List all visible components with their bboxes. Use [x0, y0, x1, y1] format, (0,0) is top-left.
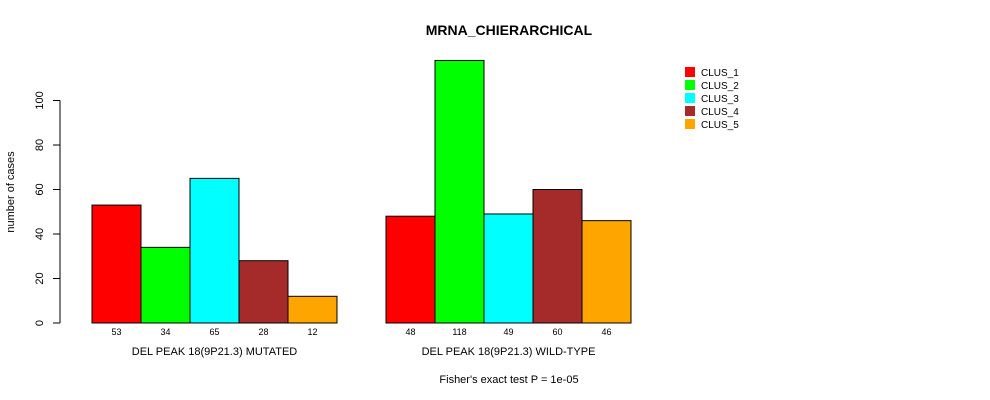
fisher-test-footnote: Fisher's exact test P = 1e-05: [439, 374, 578, 386]
y-axis: 0 20 40 60 80 100: [34, 91, 61, 326]
legend: CLUS_1 CLUS_2 CLUS_3 CLUS_4 CLUS_5: [685, 67, 739, 131]
y-tick-label: 0: [34, 320, 46, 326]
chart-title: MRNA_CHIERARCHICAL: [426, 22, 593, 38]
count-label: 118: [452, 327, 466, 337]
legend-label: CLUS_4: [701, 107, 739, 118]
legend-swatch: [685, 93, 695, 103]
bar-clus-2-group-2: [434, 59, 485, 324]
group-label-2: DEL PEAK 18(9P21.3) WILD-TYPE: [422, 346, 596, 358]
legend-swatch: [685, 106, 695, 116]
bar-clus-5-group-2: [581, 220, 632, 324]
bar-clus-1-group-2: [385, 215, 436, 324]
legend-label: CLUS_5: [701, 120, 739, 131]
legend-swatch: [685, 119, 695, 129]
count-label: 49: [503, 327, 513, 337]
y-tick-label: 80: [34, 139, 46, 151]
bar-clus-2-group-1: [140, 246, 191, 324]
count-label: 34: [160, 327, 170, 337]
group-labels: DEL PEAK 18(9P21.3) MUTATED DEL PEAK 18(9…: [132, 346, 596, 358]
bar-clus-5-group-1: [287, 295, 338, 324]
bar-clus-1-group-1: [91, 204, 142, 324]
y-tick-label: 60: [34, 183, 46, 195]
bar-clus-4-group-1: [238, 260, 289, 324]
count-label: 60: [552, 327, 562, 337]
count-label: 46: [601, 327, 611, 337]
y-tick-label: 20: [34, 272, 46, 284]
y-axis-label: number of cases: [5, 151, 17, 233]
group-label-1: DEL PEAK 18(9P21.3) MUTATED: [132, 346, 298, 358]
legend-label: CLUS_2: [701, 81, 739, 92]
bar-clus-3-group-1: [189, 177, 240, 324]
y-tick-label: 100: [34, 91, 46, 109]
count-label: 28: [258, 327, 268, 337]
bar-clus-3-group-2: [483, 213, 534, 324]
bar-clus-4-group-2: [532, 189, 583, 324]
legend-swatch: [685, 80, 695, 90]
legend-swatch: [685, 67, 695, 77]
count-label: 65: [209, 327, 219, 337]
legend-label: CLUS_1: [701, 68, 739, 79]
count-labels: 53 34 65 28 12 48 118 49 60 46: [111, 327, 611, 337]
count-label: 48: [405, 327, 415, 337]
bars: [91, 59, 632, 324]
y-tick-label: 40: [34, 228, 46, 240]
legend-label: CLUS_3: [701, 94, 739, 105]
count-label: 53: [111, 327, 121, 337]
count-label: 12: [307, 327, 317, 337]
